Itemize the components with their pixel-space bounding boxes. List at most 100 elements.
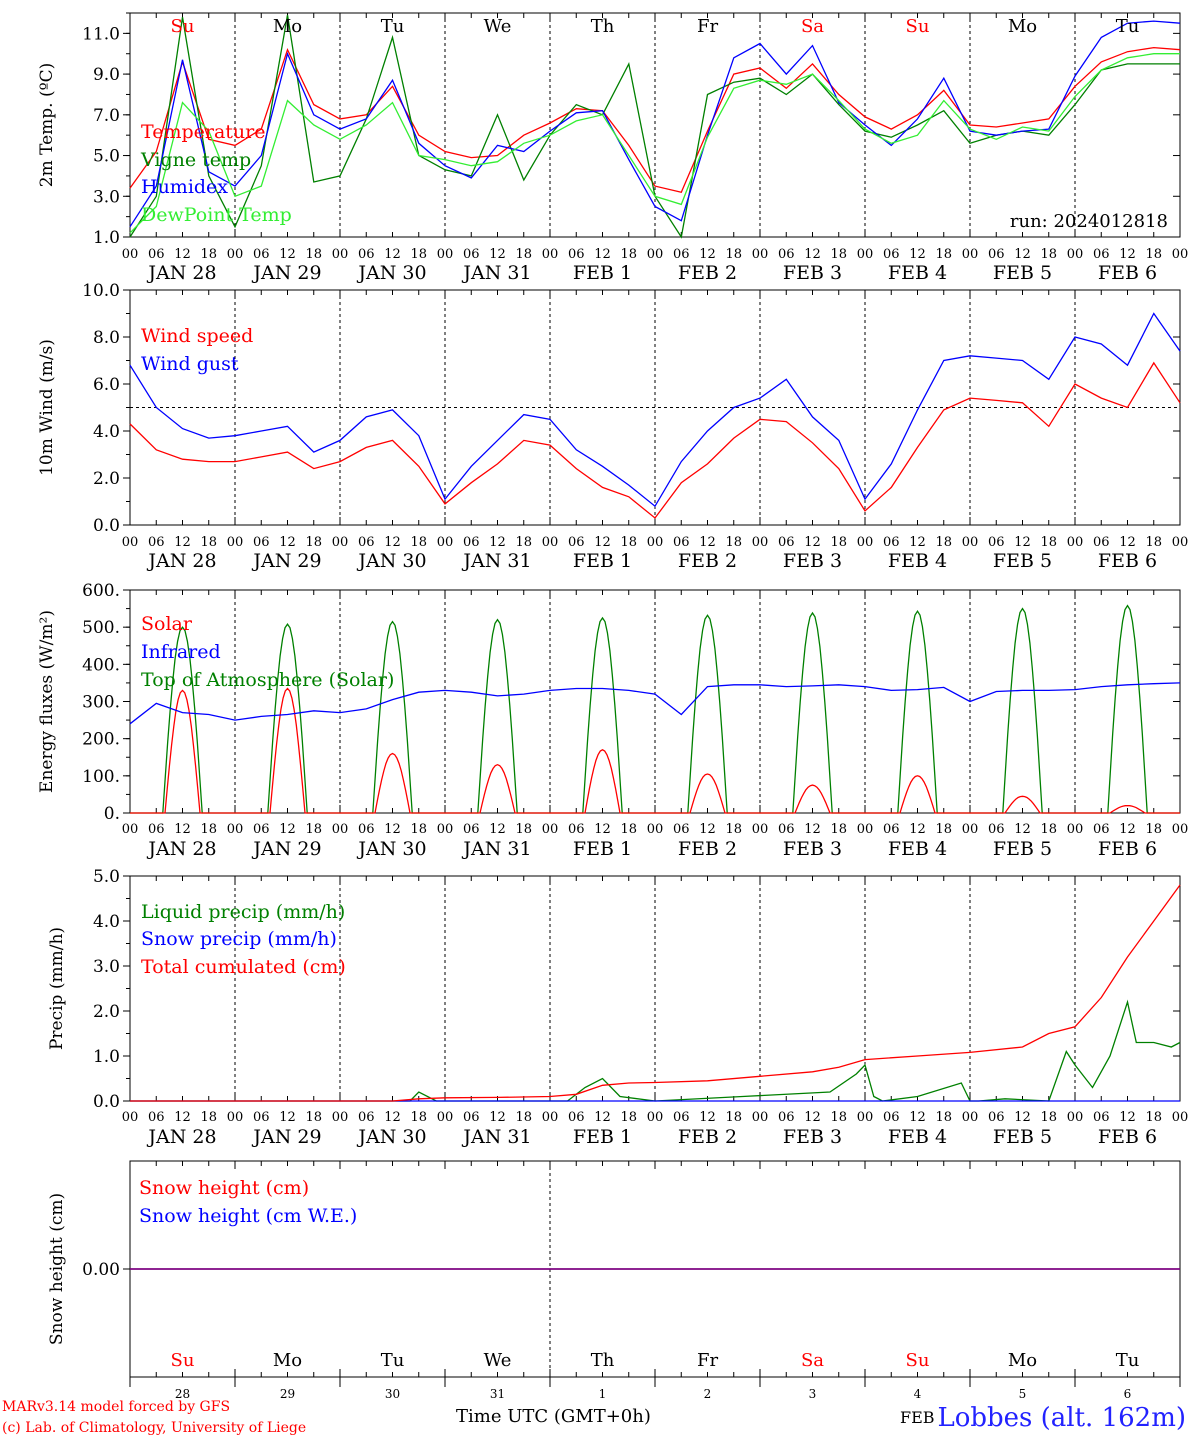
hour-tick-label: 00 bbox=[437, 1110, 454, 1125]
series-humidex bbox=[129, 20, 1181, 228]
hour-tick-label: 06 bbox=[463, 535, 480, 550]
y-tick-label: 10.0 bbox=[82, 281, 120, 301]
hour-tick-label: 00 bbox=[1067, 822, 1084, 837]
date-label: FEB 4 bbox=[888, 550, 947, 572]
hour-tick-label: 00 bbox=[857, 822, 874, 837]
hour-tick-label: 00 bbox=[1067, 535, 1084, 550]
date-label: FEB 3 bbox=[783, 262, 842, 284]
hour-tick-label: 00 bbox=[752, 1110, 769, 1125]
date-label: JAN 30 bbox=[356, 550, 426, 572]
hour-tick-label: 12 bbox=[384, 822, 401, 837]
hour-tick-label: 12 bbox=[1014, 1110, 1031, 1125]
y-tick-label: 0.0 bbox=[93, 1092, 120, 1112]
date-label: FEB 3 bbox=[783, 550, 842, 572]
hour-tick-label: 06 bbox=[358, 247, 375, 262]
date-label: FEB 5 bbox=[993, 838, 1052, 860]
day-name: Tu bbox=[1116, 1350, 1140, 1371]
y-axis-label: 2m Temp. (ºC) bbox=[37, 63, 57, 188]
legend-entry: Total cumulated (cm) bbox=[141, 956, 346, 978]
hour-tick-label: 12 bbox=[594, 535, 611, 550]
y-tick-label: 2.0 bbox=[93, 469, 120, 489]
panel-snow: 0.00 Snow height (cm) Snow height (cm) Snow… bbox=[47, 1160, 1181, 1401]
y-tick-label: 400. bbox=[82, 655, 120, 675]
legend-entry: Vigne temp bbox=[140, 149, 251, 171]
series-infrared bbox=[129, 682, 1181, 725]
day-number: 5 bbox=[1019, 1387, 1027, 1401]
day-name: Th bbox=[591, 16, 615, 37]
hour-tick-label: 18 bbox=[515, 247, 532, 262]
hour-tick-label: 18 bbox=[515, 822, 532, 837]
legend-entry: Wind gust bbox=[141, 353, 239, 375]
y-axis-label: 10m Wind (m/s) bbox=[37, 339, 57, 476]
hour-tick-label: 00 bbox=[542, 535, 559, 550]
date-label: FEB 2 bbox=[678, 1126, 737, 1148]
hour-tick-label: 18 bbox=[725, 1110, 742, 1125]
hour-tick-label: 12 bbox=[699, 822, 716, 837]
hour-tick-label: 00 bbox=[332, 822, 349, 837]
date-label: FEB 1 bbox=[573, 838, 632, 860]
time-axis-title: Time UTC (GMT+0h) bbox=[456, 1406, 651, 1427]
hour-tick-label: 18 bbox=[725, 822, 742, 837]
date-label: JAN 28 bbox=[146, 838, 216, 860]
lab-credit: (c) Lab. of Climatology, University of L… bbox=[2, 1420, 307, 1436]
legend-entry: Wind speed bbox=[141, 325, 253, 347]
hour-tick-label: 18 bbox=[515, 535, 532, 550]
hour-tick-label: 06 bbox=[148, 1110, 165, 1125]
hour-tick-label: 12 bbox=[279, 247, 296, 262]
date-label: FEB 6 bbox=[1098, 550, 1157, 572]
hour-tick-label: 12 bbox=[1119, 822, 1136, 837]
hour-tick-label: 12 bbox=[174, 535, 191, 550]
hour-tick-label: 06 bbox=[568, 1110, 585, 1125]
y-tick-label: 600. bbox=[82, 581, 120, 601]
hour-tick-label: 12 bbox=[699, 535, 716, 550]
hour-tick-label: 06 bbox=[883, 535, 900, 550]
panel-precip: 0.0 1.0 2.0 3.0 4.0 5.0 Precip (mm/h) Liquid pr… bbox=[47, 867, 1188, 1148]
day-name: Tu bbox=[381, 16, 405, 37]
hour-tick-label: 06 bbox=[988, 1110, 1005, 1125]
y-tick-label: 9.0 bbox=[93, 65, 120, 85]
date-label: JAN 30 bbox=[356, 838, 426, 860]
series-total-cumulated-cm- bbox=[130, 884, 1181, 1102]
date-label: JAN 29 bbox=[251, 262, 321, 284]
hour-tick-label: 06 bbox=[778, 1110, 795, 1125]
day-name: Mo bbox=[1008, 16, 1037, 37]
hour-tick-label: 18 bbox=[935, 247, 952, 262]
day-name: Tu bbox=[1116, 16, 1140, 37]
day-number: 31 bbox=[490, 1387, 505, 1401]
date-label: FEB 6 bbox=[1098, 838, 1157, 860]
hour-tick-label: 18 bbox=[830, 1110, 847, 1125]
hour-tick-label: 12 bbox=[804, 1110, 821, 1125]
date-label: JAN 28 bbox=[146, 262, 216, 284]
hour-tick-label: 00 bbox=[1172, 247, 1189, 262]
hour-tick-label: 06 bbox=[778, 247, 795, 262]
y-axis-label: Precip (mm/h) bbox=[47, 927, 67, 1050]
y-tick-label: 4.0 bbox=[93, 422, 120, 442]
hour-tick-label: 12 bbox=[804, 535, 821, 550]
hour-tick-label: 12 bbox=[279, 535, 296, 550]
y-tick-label: 300. bbox=[82, 693, 120, 713]
date-label: FEB 3 bbox=[783, 1126, 842, 1148]
hour-tick-label: 12 bbox=[489, 535, 506, 550]
date-label: FEB 2 bbox=[678, 550, 737, 572]
hour-tick-label: 06 bbox=[568, 247, 585, 262]
y-tick-label: 1.0 bbox=[93, 1047, 120, 1067]
hour-tick-label: 18 bbox=[200, 535, 217, 550]
hour-tick-label: 06 bbox=[988, 822, 1005, 837]
day-name: Tu bbox=[381, 1350, 405, 1371]
hour-tick-label: 06 bbox=[568, 535, 585, 550]
hour-tick-label: 00 bbox=[752, 247, 769, 262]
hour-tick-label: 00 bbox=[1172, 822, 1189, 837]
hour-tick-label: 18 bbox=[305, 1110, 322, 1125]
hour-tick-label: 12 bbox=[909, 822, 926, 837]
hour-tick-label: 12 bbox=[804, 247, 821, 262]
day-name: Su bbox=[171, 16, 195, 37]
hour-tick-label: 06 bbox=[148, 535, 165, 550]
hour-tick-label: 18 bbox=[620, 822, 637, 837]
hour-tick-label: 18 bbox=[620, 247, 637, 262]
y-tick-label: 0. bbox=[104, 804, 120, 824]
hour-tick-label: 06 bbox=[1093, 822, 1110, 837]
hour-tick-label: 18 bbox=[1145, 1110, 1162, 1125]
series-dewpoint-temp bbox=[129, 53, 1180, 234]
hour-tick-label: 00 bbox=[962, 247, 979, 262]
